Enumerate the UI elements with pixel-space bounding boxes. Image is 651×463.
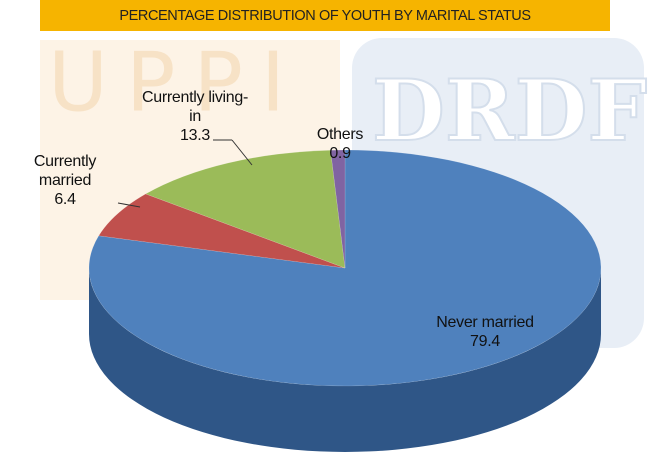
category-label: Never married [436, 314, 534, 331]
watermark: DRDF [372, 61, 647, 160]
leader-line [231, 139, 253, 166]
data-label: Never married 79.4 [400, 313, 570, 351]
value-label: 6.4 [54, 191, 76, 208]
value-label: 0.9 [329, 145, 351, 162]
pie [88, 149, 602, 452]
slice [98, 193, 346, 269]
category-label: Currently living-in [141, 89, 249, 125]
slice [88, 149, 602, 387]
category-label: Currently married [33, 153, 97, 189]
leader-line [117, 202, 141, 208]
value-label: 79.4 [470, 333, 500, 350]
category-label: Others [316, 126, 364, 143]
slice-side [89, 268, 601, 452]
value-label: 13.3 [180, 127, 210, 144]
chart-title: PERCENTAGE DISTRIBUTION OF YOUTH BY MARI… [40, 0, 610, 31]
data-label: Currently living-in 13.3 [140, 88, 250, 145]
slice [145, 149, 346, 269]
data-label: Others 0.9 [300, 125, 380, 163]
slice [330, 149, 346, 269]
watermark: UPPI [48, 35, 303, 130]
data-label: Currently married 6.4 [20, 152, 110, 209]
